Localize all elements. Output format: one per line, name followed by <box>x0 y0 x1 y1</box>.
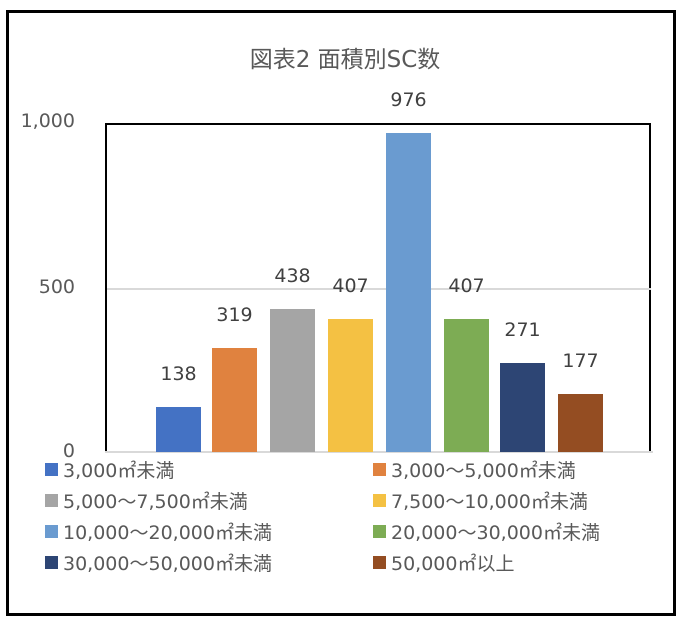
data-label: 976 <box>390 88 427 111</box>
legend-item: 3,000～5,000㎡未満 <box>373 456 576 483</box>
legend-label: 10,000～20,000㎡未満 <box>63 522 272 544</box>
data-label: 407 <box>332 274 369 297</box>
gridline-500 <box>107 288 651 290</box>
bar <box>212 347 257 452</box>
legend-item: 7,500～10,000㎡未満 <box>373 487 588 514</box>
chart-title: 図表2 面積別SC数 <box>249 47 441 73</box>
legend-item: 10,000～20,000㎡未満 <box>45 518 272 545</box>
bar <box>558 394 603 452</box>
chart-frame <box>6 10 676 616</box>
legend-label: 3,000～5,000㎡未満 <box>391 460 576 482</box>
y-tick-1000: 1,000 <box>20 110 75 132</box>
legend-item: 5,000～7,500㎡未満 <box>45 487 248 514</box>
legend-swatch-icon <box>373 463 386 476</box>
bar <box>270 308 315 452</box>
data-label: 271 <box>504 319 541 342</box>
legend-label: 50,000㎡以上 <box>391 553 515 575</box>
plot-area <box>105 123 651 452</box>
legend-item: 30,000～50,000㎡未満 <box>45 549 272 576</box>
legend-swatch-icon <box>45 525 58 538</box>
y-tick-0: 0 <box>62 440 75 462</box>
legend-label: 5,000～7,500㎡未満 <box>63 491 248 513</box>
legend-label: 7,500～10,000㎡未満 <box>391 491 588 513</box>
x-axis-baseline <box>105 451 653 453</box>
data-label: 138 <box>160 362 197 385</box>
legend-label: 20,000～30,000㎡未満 <box>391 522 600 544</box>
data-label: 319 <box>216 303 253 326</box>
legend-swatch-icon <box>373 525 386 538</box>
y-tick-500: 500 <box>38 276 75 298</box>
legend-item: 20,000～30,000㎡未満 <box>373 518 600 545</box>
bar <box>444 318 489 452</box>
legend-swatch-icon <box>373 556 386 569</box>
legend-label: 3,000㎡未満 <box>63 460 175 482</box>
bar <box>156 406 201 452</box>
legend-label: 30,000～50,000㎡未満 <box>63 553 272 575</box>
legend-swatch-icon <box>373 494 386 507</box>
legend-item: 3,000㎡未満 <box>45 456 174 483</box>
legend-item: 50,000㎡以上 <box>373 549 514 576</box>
data-label: 177 <box>562 350 599 373</box>
bar <box>386 132 431 452</box>
data-label: 407 <box>448 274 485 297</box>
legend-swatch-icon <box>45 556 58 569</box>
bar <box>328 318 373 452</box>
legend-swatch-icon <box>45 463 58 476</box>
legend-swatch-icon <box>45 494 58 507</box>
data-label: 438 <box>274 264 311 287</box>
bar <box>500 363 545 452</box>
